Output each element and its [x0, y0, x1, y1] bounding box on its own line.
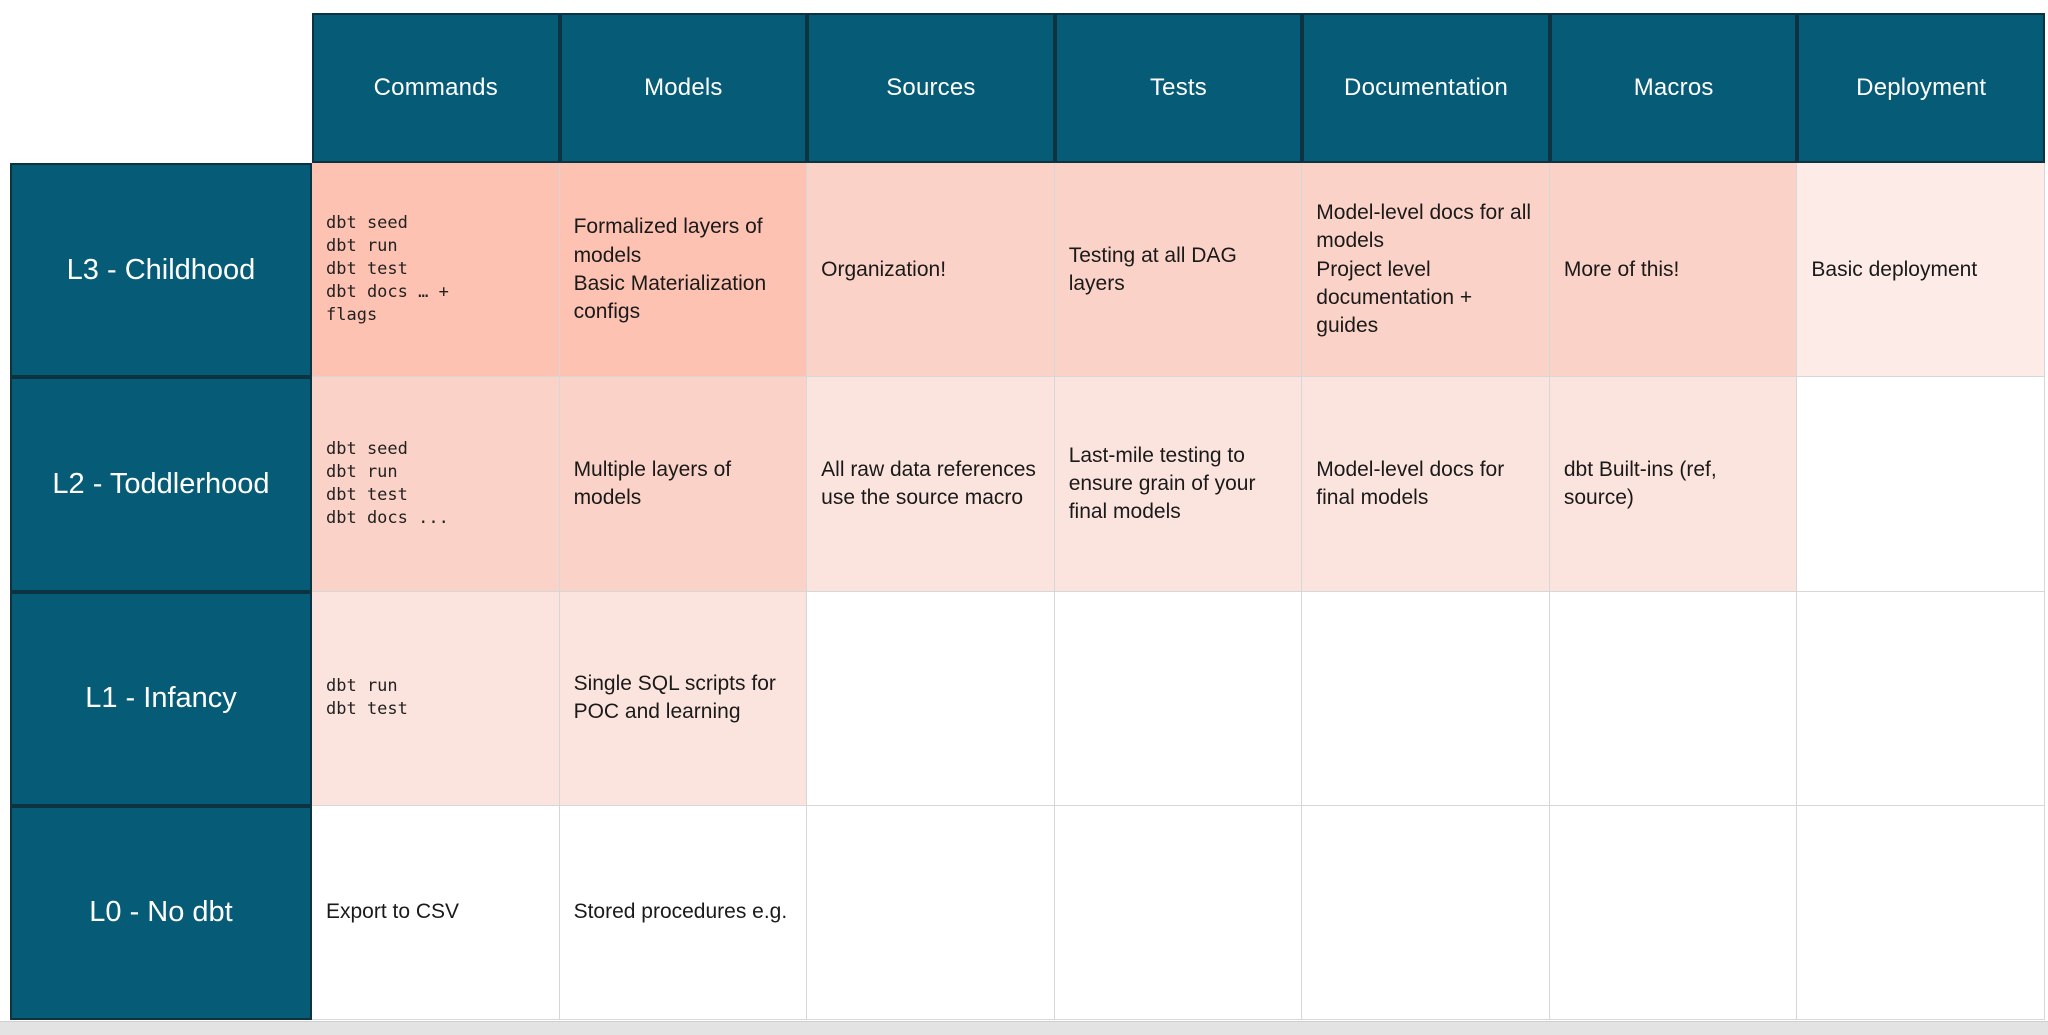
column-header-commands: Commands — [312, 13, 560, 163]
cell-l1-tests — [1054, 591, 1303, 806]
row-header-label: L2 - Toddlerhood — [52, 467, 270, 500]
column-header-label: Commands — [373, 74, 498, 101]
cell-text: Single SQL scripts for POC and learning — [573, 672, 782, 724]
cell-text: Stored procedures e.g. — [573, 900, 788, 924]
column-header-macros: Macros — [1549, 13, 1798, 163]
cell-l0-tests — [1054, 805, 1303, 1020]
cell-l0-commands: Export to CSV — [312, 805, 560, 1020]
cell-text: Last-mile testing to ensure grain of you… — [1068, 443, 1262, 523]
column-header-tests: Tests — [1054, 13, 1303, 163]
row-header-l1-infancy: L1 - Infancy — [10, 591, 312, 806]
cell-l3-sources: Organization! — [807, 163, 1055, 378]
cell-l1-documentation — [1302, 591, 1550, 806]
row-header-l2-toddlerhood: L2 - Toddlerhood — [10, 377, 312, 592]
page-bottom-edge — [0, 1021, 2048, 1035]
cell-l0-deployment — [1797, 805, 2045, 1020]
cell-l3-deployment: Basic deployment — [1797, 163, 2045, 378]
cell-text: dbt seed dbt run dbt test dbt docs ... — [326, 438, 449, 528]
cell-l1-commands: dbt run dbt test — [312, 591, 560, 806]
cell-l0-documentation — [1302, 805, 1550, 1020]
cell-l2-documentation: Model-level docs for final models — [1302, 377, 1550, 592]
cell-text: dbt run dbt test — [326, 676, 408, 720]
row-header-label: L0 - No dbt — [89, 896, 233, 929]
corner-blank-cell — [10, 13, 312, 163]
cell-l2-sources: All raw data references use the source m… — [807, 377, 1055, 592]
row-header-label: L3 - Childhood — [66, 253, 256, 286]
row-header-l0-no-dbt: L0 - No dbt — [10, 805, 312, 1020]
cell-l2-macros: dbt Built-ins (ref, source) — [1549, 377, 1798, 592]
cell-l2-models: Multiple layers of models — [559, 377, 808, 592]
cell-l3-macros: More of this! — [1549, 163, 1798, 378]
cell-l2-deployment — [1797, 377, 2045, 592]
column-header-models: Models — [559, 13, 808, 163]
cell-l3-tests: Testing at all DAG layers — [1054, 163, 1303, 378]
cell-l3-documentation: Model-level docs for all models Project … — [1302, 163, 1550, 378]
cell-l2-tests: Last-mile testing to ensure grain of you… — [1054, 377, 1303, 592]
cell-text: Organization! — [821, 257, 947, 281]
cell-l0-macros — [1549, 805, 1798, 1020]
cell-text: Model-level docs for all models Project … — [1316, 201, 1532, 337]
cell-text: dbt Built-ins (ref, source) — [1563, 457, 1723, 509]
cell-l1-macros — [1549, 591, 1798, 806]
cell-l1-models: Single SQL scripts for POC and learning — [559, 591, 808, 806]
cell-l0-sources — [807, 805, 1055, 1020]
column-header-label: Documentation — [1344, 74, 1509, 101]
column-header-label: Models — [644, 74, 723, 101]
cell-text: Testing at all DAG layers — [1068, 243, 1243, 295]
cell-l0-models: Stored procedures e.g. — [559, 805, 808, 1020]
cell-l3-commands: dbt seed dbt run dbt test dbt docs … + f… — [312, 163, 560, 378]
dbt-maturity-table: Commands Models Sources Tests Documentat… — [10, 13, 2045, 1020]
cell-l1-deployment — [1797, 591, 2045, 806]
cell-text: More of this! — [1563, 257, 1680, 281]
column-header-label: Deployment — [1856, 74, 1987, 101]
cell-text: All raw data references use the source m… — [821, 457, 1042, 509]
cell-text: Export to CSV — [326, 900, 460, 924]
column-header-label: Tests — [1149, 74, 1207, 101]
row-header-label: L1 - Infancy — [85, 682, 237, 715]
cell-l1-sources — [807, 591, 1055, 806]
cell-text: dbt seed dbt run dbt test dbt docs … + f… — [326, 212, 449, 326]
column-header-label: Macros — [1633, 74, 1714, 101]
cell-text: Model-level docs for final models — [1316, 457, 1511, 509]
cell-text: Basic deployment — [1811, 257, 1978, 281]
cell-l2-commands: dbt seed dbt run dbt test dbt docs ... — [312, 377, 560, 592]
column-header-deployment: Deployment — [1797, 13, 2045, 163]
column-header-sources: Sources — [807, 13, 1055, 163]
column-header-label: Sources — [886, 74, 976, 101]
row-header-l3-childhood: L3 - Childhood — [10, 163, 312, 378]
cell-text: Multiple layers of models — [573, 457, 737, 509]
column-header-documentation: Documentation — [1302, 13, 1550, 163]
cell-text: Formalized layers of models Basic Materi… — [573, 215, 767, 323]
cell-l3-models: Formalized layers of models Basic Materi… — [559, 163, 808, 378]
